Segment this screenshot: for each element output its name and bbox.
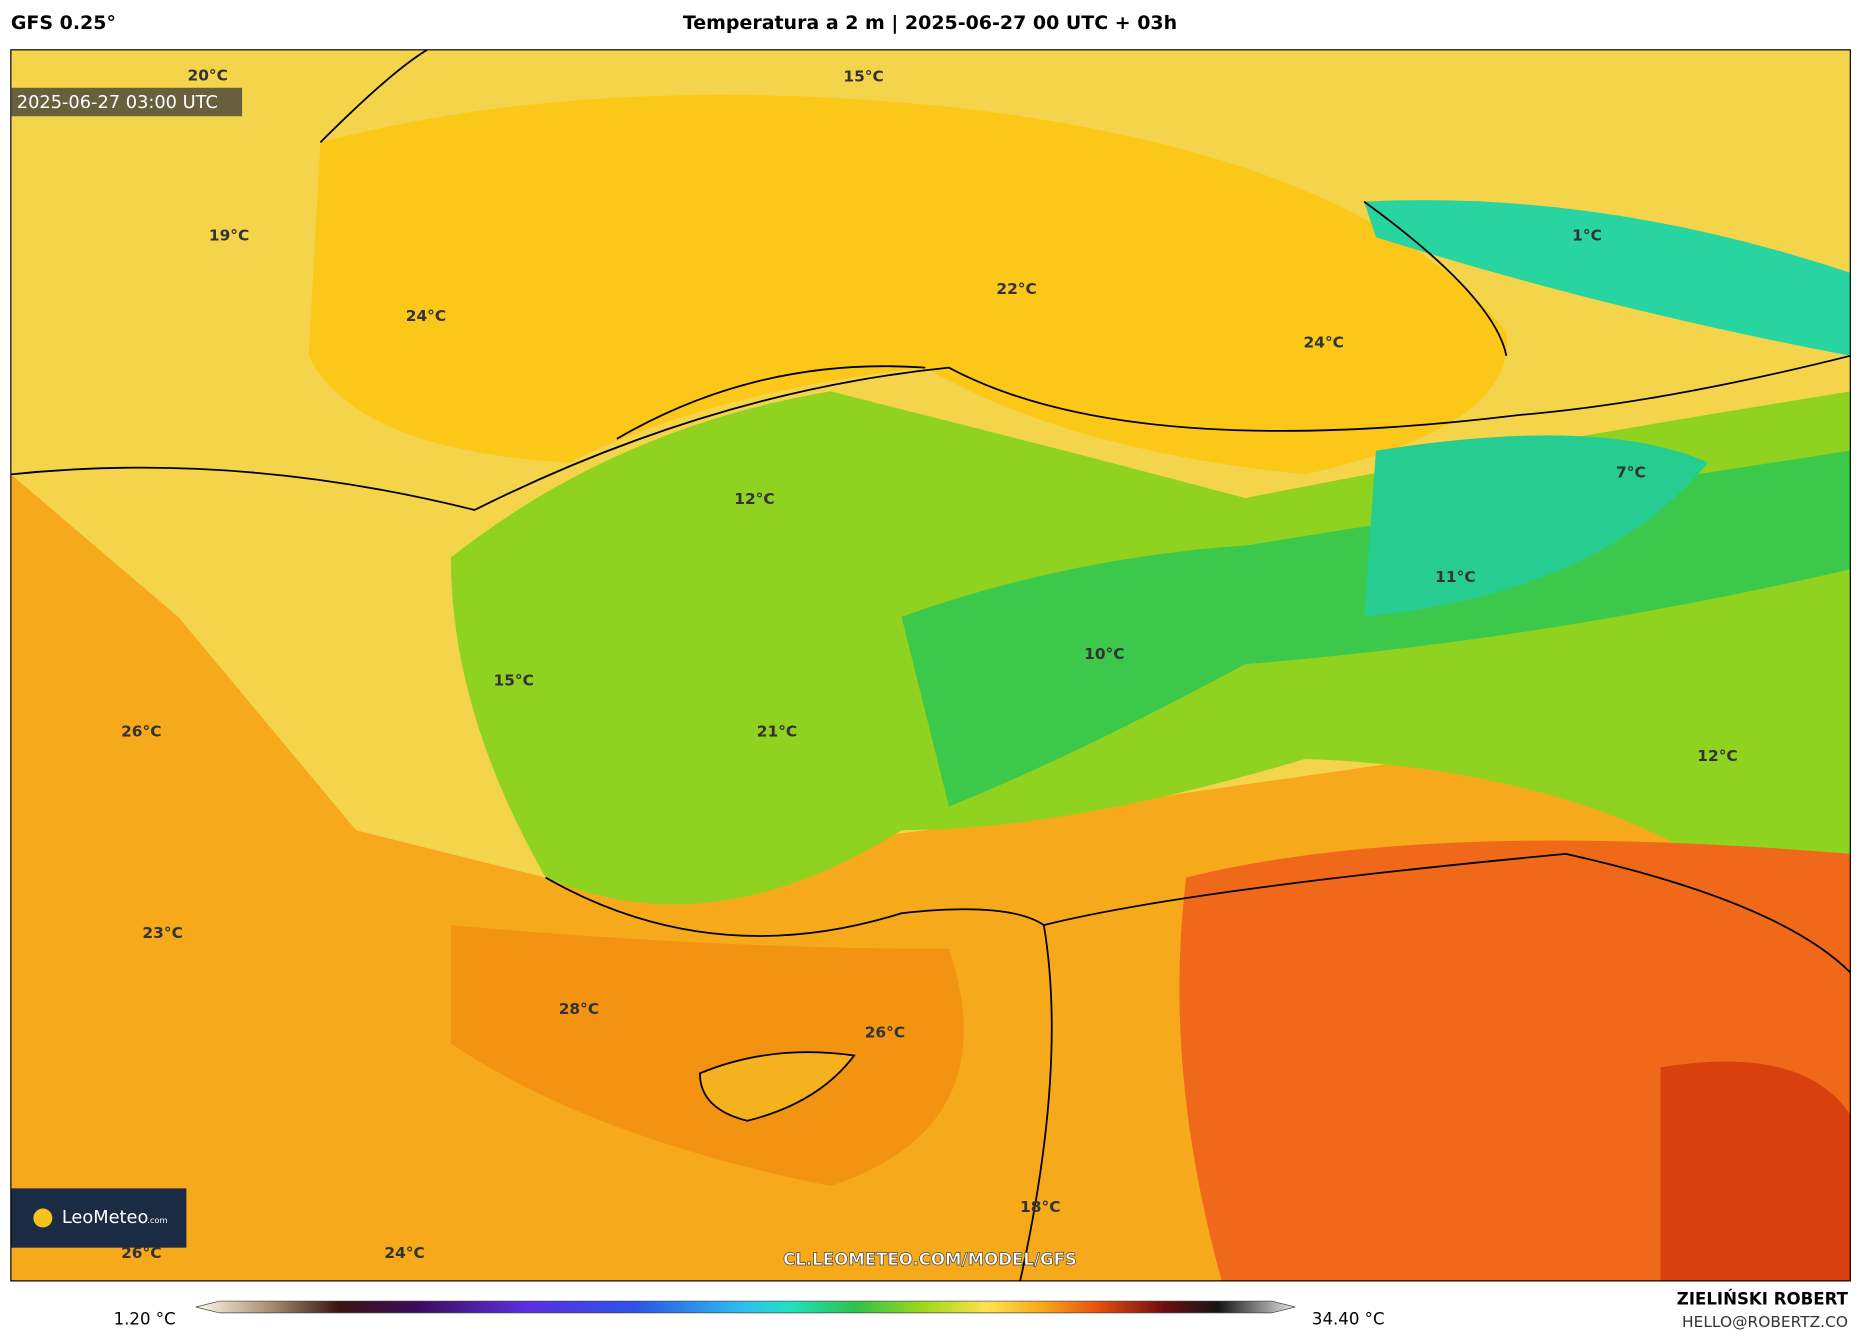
temperature-label: 28°C xyxy=(559,1000,599,1018)
colorbar-max: 34.40 °C xyxy=(1312,1310,1385,1329)
colorbar: 1.20 °C 34.40 °C xyxy=(114,1300,1385,1329)
temperature-label: 15°C xyxy=(843,68,883,86)
temperature-label: 26°C xyxy=(865,1024,905,1042)
hot-core xyxy=(1660,1061,1851,1281)
mediterranean-warm xyxy=(450,925,964,1187)
colorbar-min: 1.20 °C xyxy=(114,1310,176,1329)
watermark: CL.LEOMETEO.COM/MODEL/GFS xyxy=(783,1250,1077,1269)
colorbar-scale xyxy=(195,1300,1296,1314)
temperature-label: 24°C xyxy=(384,1244,424,1262)
temperature-label: 23°C xyxy=(142,924,182,942)
temperature-label: 7°C xyxy=(1616,464,1646,482)
temperature-label: 10°C xyxy=(1084,645,1124,663)
temperature-label: 24°C xyxy=(1304,333,1344,351)
temperature-label: 22°C xyxy=(996,280,1036,298)
temperature-label: 12°C xyxy=(1697,747,1737,765)
caucasus-cold xyxy=(1364,200,1851,356)
map-frame xyxy=(10,49,1851,1282)
cyprus xyxy=(699,1051,856,1122)
temperature-labels: 20°C 15°C 19°C 1°C 22°C 24°C 24°C 12°C 7°C 11°C 10… xyxy=(121,66,1738,1262)
temperature-label: 15°C xyxy=(493,671,533,689)
map-title: Temperatura a 2 m | 2025-06-27 00 UTC + … xyxy=(683,12,1177,34)
temperature-label: 24°C xyxy=(406,307,446,325)
logo-sun xyxy=(33,1208,53,1228)
logo-suffix: .com xyxy=(147,1215,167,1225)
temperature-label: 18°C xyxy=(1020,1198,1060,1216)
logo-text: LeoMeteo xyxy=(62,1207,148,1228)
coastlines xyxy=(10,49,1851,1281)
temperature-label: 19°C xyxy=(209,227,249,245)
valid-time: 2025-06-27 03:00 UTC xyxy=(17,92,218,113)
black-sea xyxy=(308,94,1508,475)
east-cold xyxy=(1364,435,1709,617)
map-area: LeoMeteo .com CL.LEOMETEO.COM/MODEL/GFS xyxy=(10,49,1851,1281)
temperature-label: 26°C xyxy=(121,722,161,740)
temperature-label: 12°C xyxy=(734,490,774,508)
temperature-label: 20°C xyxy=(187,66,227,84)
temperature-label: 26°C xyxy=(121,1244,161,1262)
email: HELLO@ROBERTZ.CO xyxy=(1682,1313,1848,1331)
temperature-label: 1°C xyxy=(1572,227,1602,245)
time-box xyxy=(10,87,243,117)
temperature-label: 11°C xyxy=(1435,568,1475,586)
model-name: GFS 0.25° xyxy=(11,12,116,34)
author: ZIELIŃSKI ROBERT xyxy=(1677,1289,1849,1308)
temperature-label: 21°C xyxy=(757,722,797,740)
